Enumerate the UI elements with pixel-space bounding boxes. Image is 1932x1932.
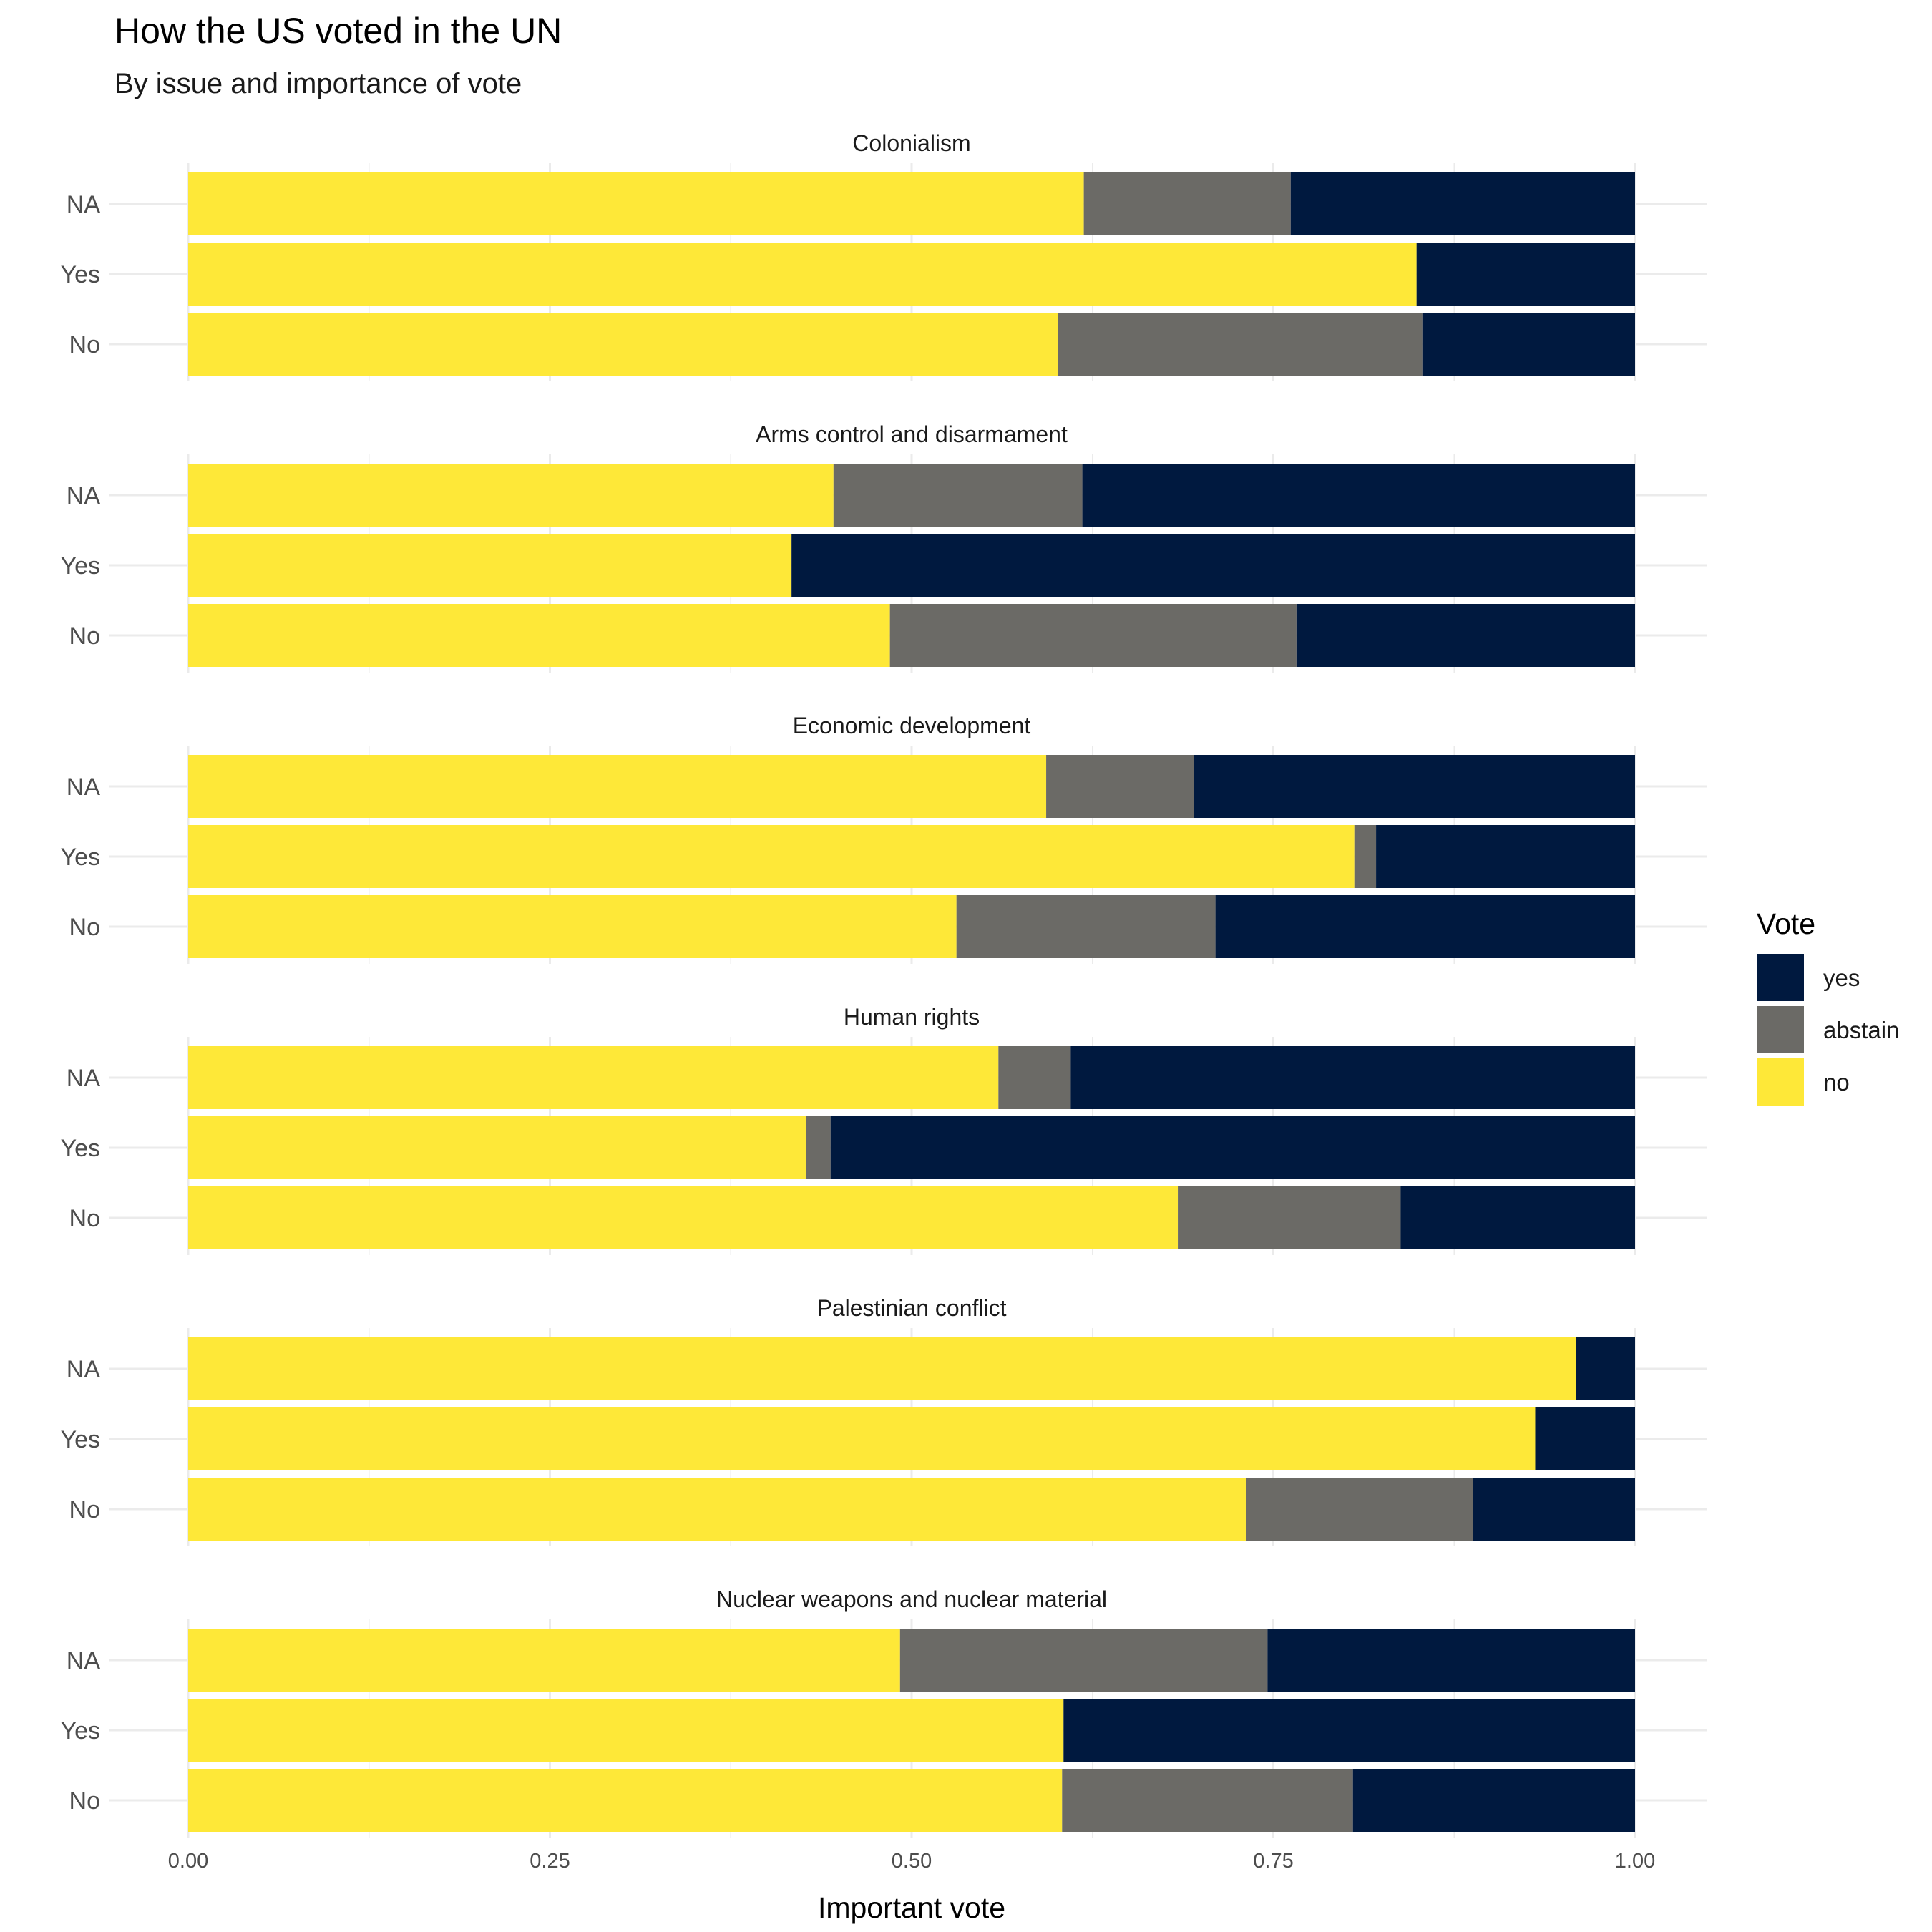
- y-tick-label: No: [69, 1205, 100, 1232]
- bar-segment-yes: [1194, 755, 1635, 818]
- bar-segment-abstain: [1062, 1769, 1353, 1832]
- y-tick-label: No: [69, 1496, 100, 1523]
- y-tick-label: Yes: [61, 1717, 100, 1745]
- facet-strip-label: Human rights: [844, 1004, 980, 1030]
- bar-segment-no: [188, 825, 1355, 888]
- facet-strip-label: Palestinian conflict: [816, 1295, 1006, 1321]
- facet-strip-label: Economic development: [793, 713, 1031, 738]
- bar-segment-no: [188, 464, 834, 527]
- y-tick-label: Yes: [61, 844, 100, 871]
- bar-segment-abstain: [1246, 1478, 1473, 1541]
- x-tick-label: 0.00: [168, 1850, 208, 1873]
- bar-segment-no: [188, 1046, 999, 1109]
- facet-panel: Arms control and disarmament NA Yes No: [61, 421, 1707, 673]
- y-tick-label: No: [69, 331, 100, 358]
- bar-segment-no: [188, 1699, 1064, 1762]
- bar-segment-no: [188, 1769, 1063, 1832]
- bar-segment-yes: [1267, 1629, 1635, 1692]
- y-tick-label: No: [69, 623, 100, 650]
- y-tick-label: NA: [67, 1647, 101, 1674]
- bar-segment-abstain: [889, 604, 1297, 667]
- legend-swatch-yes: [1757, 954, 1804, 1001]
- x-tick-label: 1.00: [1615, 1850, 1655, 1873]
- y-tick-label: NA: [67, 191, 101, 218]
- bar-segment-yes: [1400, 1186, 1635, 1249]
- bar-segment-no: [188, 1629, 900, 1692]
- facet-panel: Colonialism NA Yes No: [61, 130, 1707, 381]
- bar-segment-abstain: [806, 1116, 831, 1179]
- bar-segment-yes: [1082, 464, 1635, 527]
- x-tick-label: 0.75: [1253, 1850, 1293, 1873]
- y-tick-label: Yes: [61, 261, 100, 288]
- facet-strip-label: Colonialism: [852, 130, 970, 156]
- bar-segment-abstain: [1046, 755, 1194, 818]
- bar-segment-yes: [1070, 1046, 1635, 1109]
- bar-segment-yes: [1296, 604, 1635, 667]
- y-tick-label: Yes: [61, 1426, 100, 1453]
- legend-label-no: no: [1823, 1069, 1850, 1096]
- bar-segment-abstain: [1178, 1186, 1401, 1249]
- x-tick-label: 0.50: [892, 1850, 932, 1873]
- facet-panel: Palestinian conflict NA Yes No: [61, 1295, 1707, 1546]
- y-tick-label: NA: [67, 482, 101, 509]
- bar-segment-no: [188, 1337, 1576, 1400]
- facet-strip-label: Nuclear weapons and nuclear material: [716, 1586, 1107, 1612]
- chart-title: How the US voted in the UN: [114, 11, 562, 51]
- bar-segment-no: [188, 172, 1084, 235]
- bar-segment-yes: [1376, 825, 1635, 888]
- bar-segment-no: [188, 1407, 1536, 1470]
- y-tick-label: No: [69, 1787, 100, 1815]
- facet-strip-label: Arms control and disarmament: [756, 421, 1068, 447]
- bar-segment-no: [188, 1478, 1246, 1541]
- y-tick-label: NA: [67, 774, 101, 801]
- facet-panel: Nuclear weapons and nuclear material NA Ye…: [61, 1586, 1707, 1838]
- facet-panel: Economic development NA Yes No: [61, 713, 1707, 964]
- bar-segment-yes: [1290, 172, 1635, 235]
- legend-swatch-abstain: [1757, 1006, 1804, 1053]
- bar-segment-no: [188, 895, 957, 958]
- bar-segment-yes: [1416, 243, 1635, 306]
- bar-segment-yes: [830, 1116, 1635, 1179]
- bar-segment-abstain: [899, 1629, 1268, 1692]
- legend-label-abstain: abstain: [1823, 1017, 1899, 1043]
- y-tick-label: No: [69, 914, 100, 941]
- chart-subtitle: By issue and importance of vote: [114, 68, 522, 99]
- bar-segment-abstain: [956, 895, 1216, 958]
- bar-segment-yes: [1352, 1769, 1635, 1832]
- bar-segment-abstain: [998, 1046, 1071, 1109]
- bar-segment-abstain: [833, 464, 1083, 527]
- bar-segment-no: [188, 1186, 1179, 1249]
- bar-segment-no: [188, 313, 1058, 376]
- legend-title: Vote: [1757, 907, 1815, 940]
- y-tick-label: Yes: [61, 552, 100, 580]
- x-axis: 0.00 0.25 0.50 0.75 1.00: [168, 1850, 1655, 1873]
- y-tick-label: NA: [67, 1065, 101, 1092]
- bar-segment-no: [188, 604, 890, 667]
- bar-segment-yes: [1576, 1337, 1635, 1400]
- bar-segment-yes: [1535, 1407, 1635, 1470]
- x-axis-label: Important vote: [818, 1891, 1005, 1924]
- legend-swatch-no: [1757, 1058, 1804, 1106]
- bar-segment-no: [188, 1116, 806, 1179]
- bar-segment-yes: [1473, 1478, 1635, 1541]
- bar-segment-yes: [1215, 895, 1635, 958]
- bar-segment-yes: [791, 534, 1635, 597]
- bar-segment-yes: [1063, 1699, 1635, 1762]
- bar-segment-abstain: [1354, 825, 1377, 888]
- bar-segment-no: [188, 243, 1417, 306]
- facet-panel: Human rights NA Yes No: [61, 1004, 1707, 1255]
- y-tick-label: NA: [67, 1356, 101, 1383]
- x-tick-label: 0.25: [530, 1850, 570, 1873]
- bar-segment-abstain: [1083, 172, 1291, 235]
- legend-label-yes: yes: [1823, 965, 1860, 991]
- bar-segment-no: [188, 534, 792, 597]
- bar-segment-no: [188, 755, 1047, 818]
- y-tick-label: Yes: [61, 1135, 100, 1162]
- bar-segment-yes: [1422, 313, 1635, 376]
- bar-segment-abstain: [1058, 313, 1423, 376]
